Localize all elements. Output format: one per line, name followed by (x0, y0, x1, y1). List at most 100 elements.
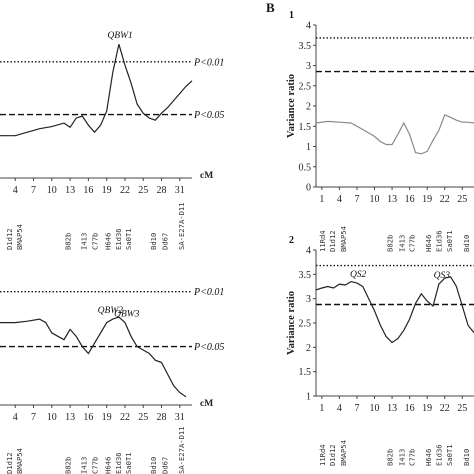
marker-label: Sa0T1 (124, 452, 133, 474)
x-tick-label: 31 (175, 185, 185, 196)
y-tick-label: 2.5 (299, 319, 312, 330)
x-tick-label: 10 (47, 185, 57, 196)
y-tick-label: 1.5 (299, 367, 312, 378)
y-tick-label: 2.5 (299, 81, 312, 92)
x-tick-label: 1 (319, 194, 324, 205)
chart-a1: 4 7 10 13 16 19 22 25 28 31 cM D1d12 BMAP54 B82b I413 C… (0, 31, 224, 250)
marker-label: H646 (424, 449, 433, 466)
x-tick-label: 4 (337, 403, 342, 414)
x-tick-label: 19 (422, 194, 432, 205)
marker-label: BMAP54 (15, 224, 24, 250)
x-tick-label: 25 (457, 403, 467, 414)
y-tick-label: 0 (306, 183, 311, 194)
marker-label: D1d12 (328, 230, 337, 252)
marker-label: C77b (407, 449, 416, 466)
x-tick-label: 13 (65, 412, 75, 423)
y-axis-title: Variance ratio (286, 291, 297, 355)
marker-label: B82b (386, 449, 395, 466)
marker-label: Bd10 (149, 233, 158, 250)
marker-label: Dd67 (161, 457, 170, 474)
x-tick-label: 7 (31, 185, 36, 196)
x-tick-label: 10 (47, 412, 57, 423)
marker-label: E1d36 (434, 444, 443, 466)
x-tick-label: 4 (13, 412, 18, 423)
series-line (315, 276, 474, 344)
marker-label: Bd10 (149, 457, 158, 474)
x-tick-label: 16 (83, 185, 93, 196)
marker-label: BMAP54 (15, 448, 24, 474)
marker-label: H646 (103, 457, 112, 474)
x-tick-label: 19 (422, 403, 432, 414)
x-tick-label: 25 (457, 194, 467, 205)
marker-label: E1d36 (114, 452, 123, 474)
marker-label: Sa0T1 (124, 228, 133, 250)
marker-label: H646 (424, 235, 433, 252)
y-tick-label: 3 (306, 294, 311, 305)
series-line (315, 114, 474, 155)
peak-label: QS2 (350, 270, 367, 280)
x-tick-label: 4 (13, 185, 18, 196)
y-tick-label: 0.5 (299, 162, 312, 173)
chart-a2: 4 7 10 13 16 19 22 25 28 31 cM D1d12 BMAP54 B82b I413 C… (0, 287, 224, 474)
marker-label: H646 (103, 233, 112, 250)
marker-label: SA-E27A-D11 (177, 202, 186, 250)
panel-number: 1 (289, 10, 294, 21)
marker-label: I413 (80, 233, 89, 250)
chart-b2: 1 1.5 2 2.5 3 3.5 4 Variance ratio 2 1 4 7 10 13 16 19 2… (286, 235, 474, 466)
x-tick-label: 7 (354, 194, 359, 205)
x-tick-label: 16 (405, 194, 415, 205)
y-tick-label: 2 (306, 102, 311, 113)
marker-label: C77b (407, 235, 416, 252)
x-tick-label: 31 (175, 412, 185, 423)
series-line (0, 316, 187, 398)
marker-label: C77b (90, 233, 99, 250)
x-tick-label: 22 (120, 412, 130, 423)
marker-label: Sa0T1 (445, 230, 454, 252)
marker-label: BMAP54 (339, 226, 348, 252)
y-tick-label: 4 (306, 21, 311, 32)
x-tick-label: 25 (138, 412, 148, 423)
x-axis-title: cM (200, 399, 213, 409)
x-tick-label: 7 (354, 403, 359, 414)
y-tick-label: 1 (306, 142, 311, 153)
marker-label: Sa0T1 (445, 444, 454, 466)
x-tick-label: 22 (440, 403, 450, 414)
marker-label: 11Rd4 (318, 230, 327, 252)
marker-label: 11Rd4 (318, 444, 327, 466)
x-tick-label: 25 (138, 185, 148, 196)
marker-label: Dd67 (161, 233, 170, 250)
x-tick-label: 28 (157, 185, 167, 196)
x-tick-label: 22 (440, 194, 450, 205)
y-tick-label: 1.5 (299, 122, 312, 133)
marker-label: B82b (64, 457, 73, 474)
threshold-label: P<0.05 (193, 110, 224, 121)
marker-label: B82b (64, 233, 73, 250)
peak-label: QBW3 (114, 310, 140, 320)
marker-label: Bd10 (462, 235, 471, 252)
x-tick-label: 13 (387, 403, 397, 414)
marker-label: C77b (90, 457, 99, 474)
x-tick-label: 1 (319, 403, 324, 414)
marker-label: B82b (386, 235, 395, 252)
threshold-label: P<0.05 (193, 342, 224, 353)
y-tick-label: 3 (306, 61, 311, 72)
x-tick-label: 16 (83, 412, 93, 423)
x-tick-label: 19 (102, 185, 112, 196)
peak-label: QBW2 (98, 306, 124, 316)
peak-label: QS3 (434, 271, 451, 281)
marker-label: Bd10 (462, 449, 471, 466)
x-tick-label: 13 (387, 194, 397, 205)
x-tick-label: 10 (370, 403, 380, 414)
marker-label: D1d12 (328, 444, 337, 466)
chart-b1: 0 0.5 1 1.5 2 2.5 3 3.5 4 Variance ratio 1 1 4 7 10 13 1… (286, 10, 474, 252)
marker-label: D1d12 (5, 228, 14, 250)
y-tick-label: 3.5 (299, 41, 312, 52)
marker-label: D1d12 (5, 452, 14, 474)
threshold-label: P<0.01 (193, 57, 224, 68)
x-tick-label: 16 (405, 403, 415, 414)
x-tick-label: 19 (102, 412, 112, 423)
y-tick-label: 2 (306, 343, 311, 354)
x-tick-label: 28 (157, 412, 167, 423)
marker-label: BMAP54 (339, 440, 348, 466)
y-tick-label: 3.5 (299, 270, 312, 281)
